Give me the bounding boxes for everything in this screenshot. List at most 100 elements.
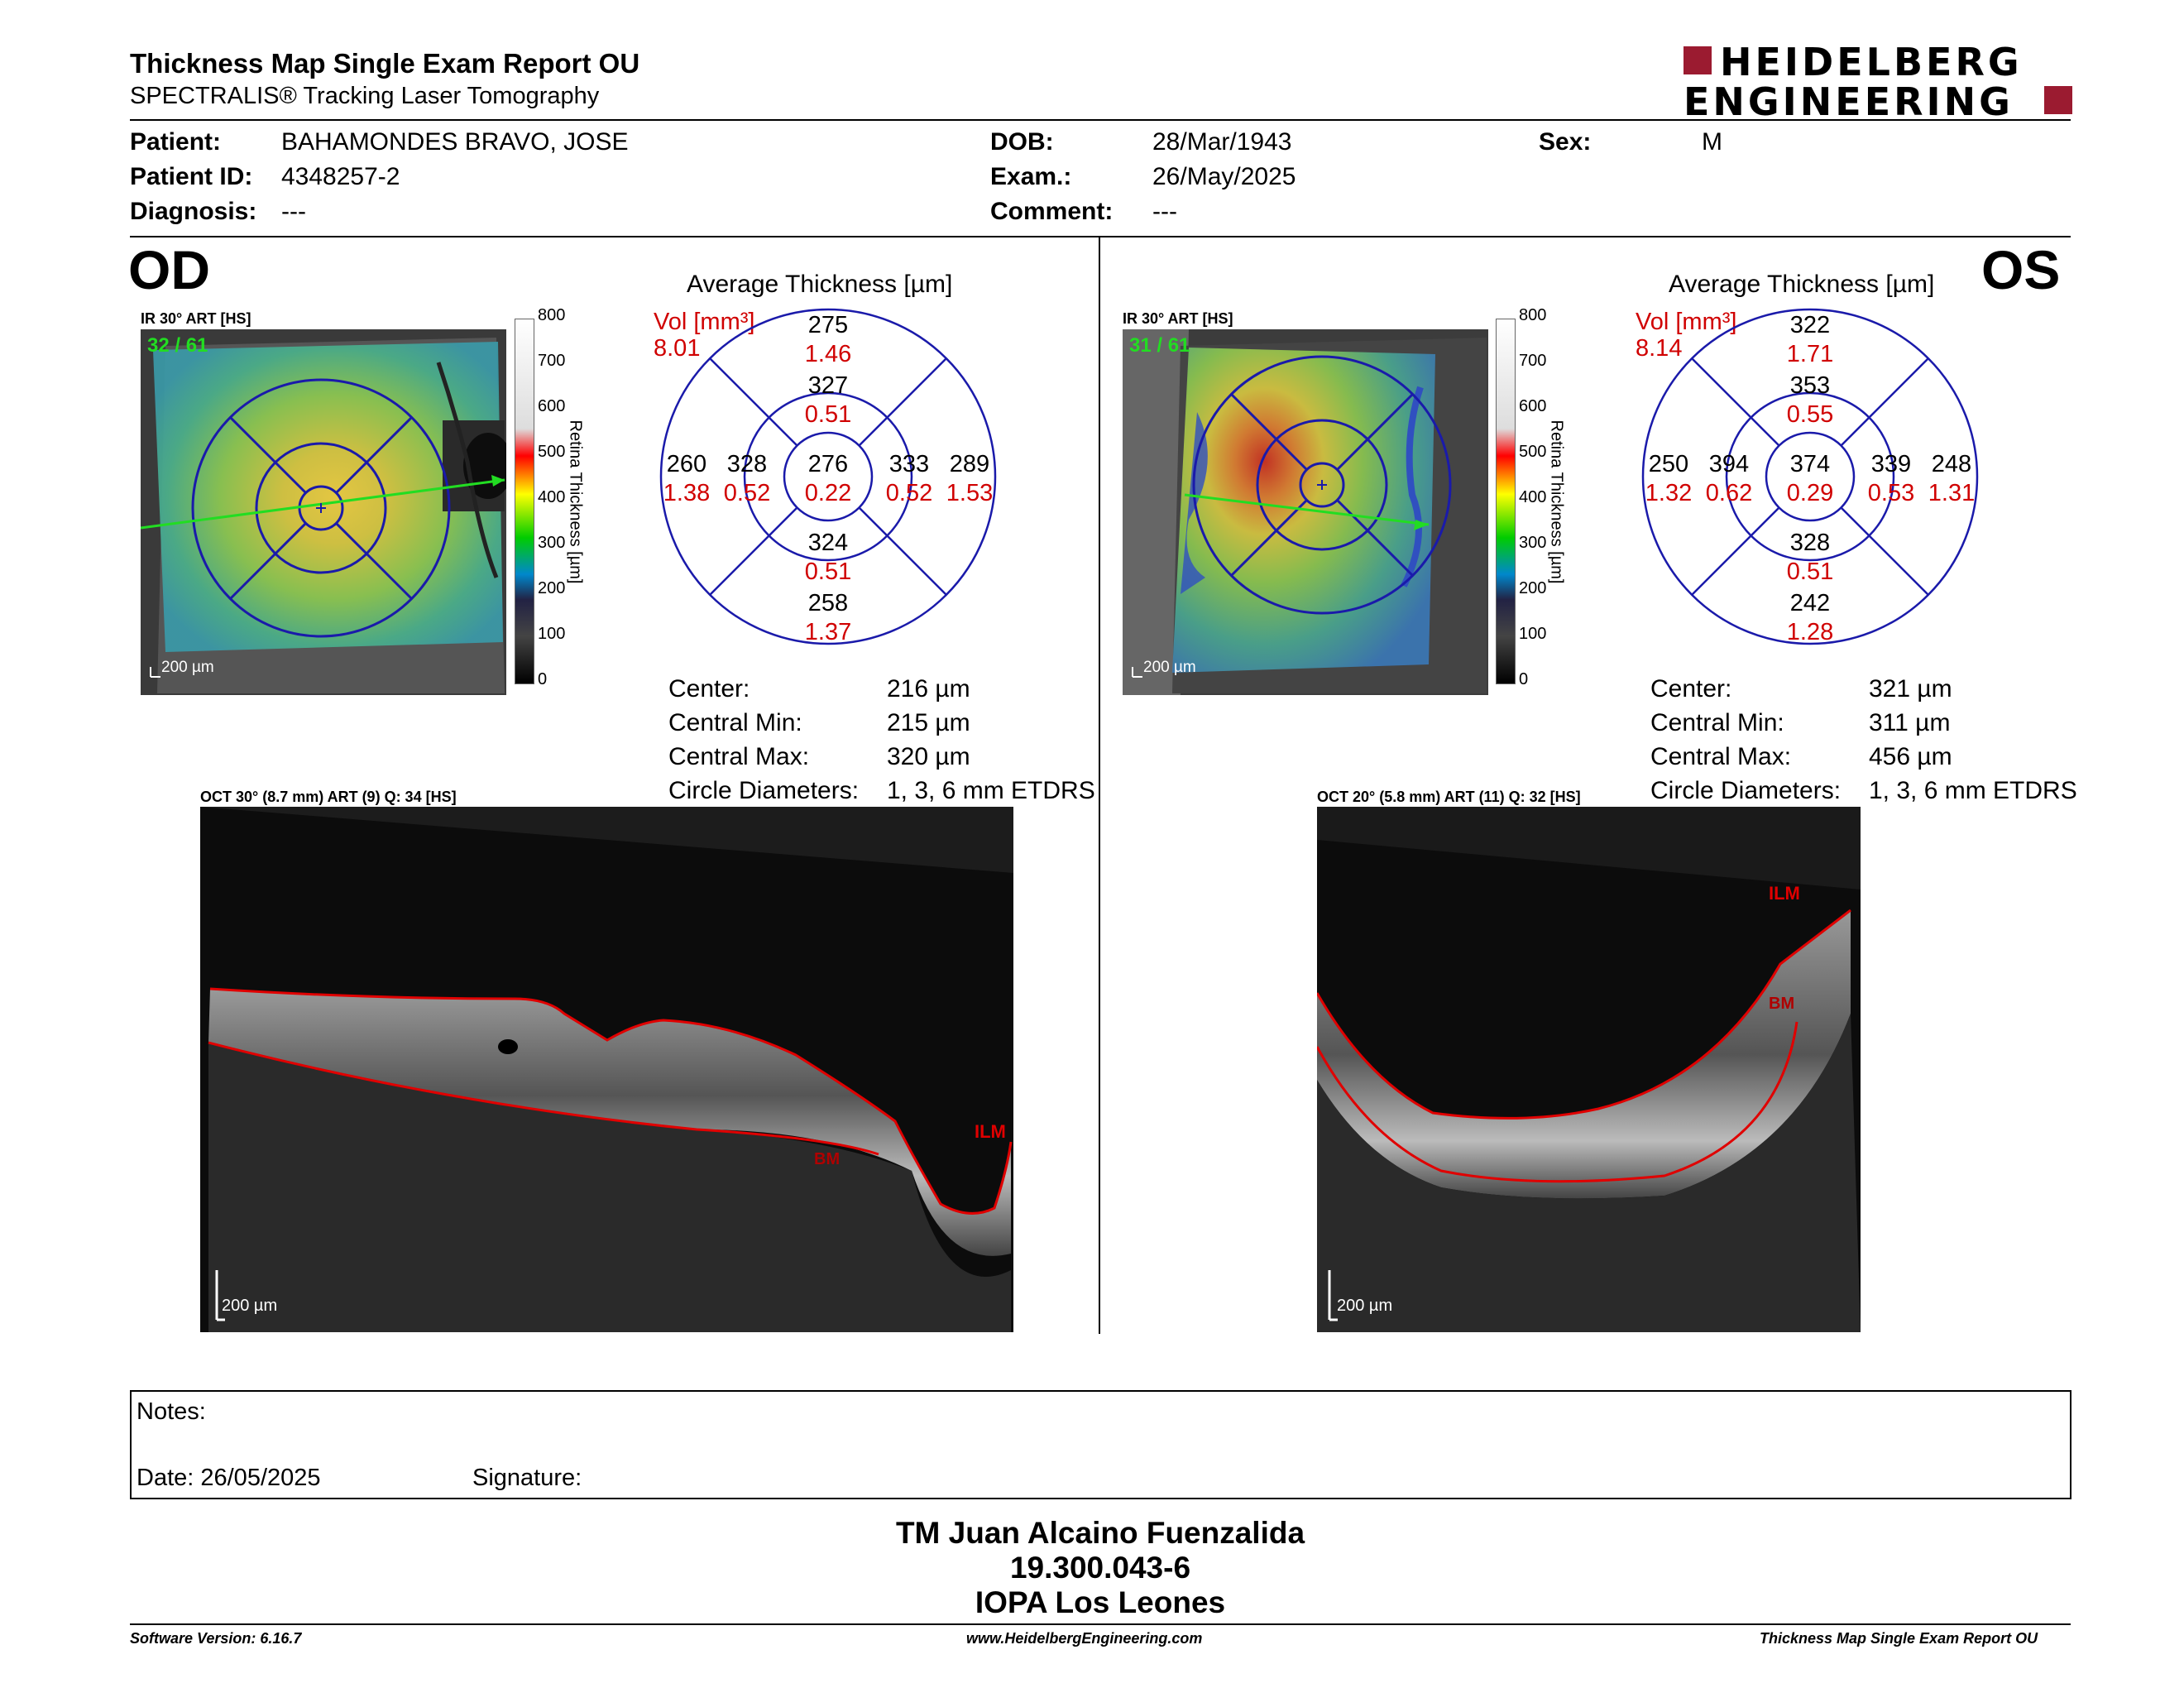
od-center-thick: 276	[807, 451, 849, 477]
heidelberg-logo: HEIDELBERG ENGINEERING	[1684, 40, 2072, 124]
od-outer-inf-thick: 258	[807, 590, 849, 616]
os-outer-left-vol: 1.32	[1645, 480, 1693, 506]
os-ir-caption: IR 30° ART [HS]	[1123, 310, 1233, 327]
signature-org: IOPA Los Leones	[975, 1585, 1226, 1619]
os-oct-scale: 200 µm	[1337, 1297, 1393, 1315]
od-outer-right-vol: 1.53	[946, 480, 994, 506]
sex-value: M	[1702, 128, 1722, 156]
od-inner-right-thick: 333	[888, 451, 930, 477]
os-frame-count: 31 / 61	[1129, 334, 1190, 357]
od-ir-thickness-map	[141, 329, 506, 695]
od-etdrs-grid	[659, 308, 997, 645]
dob-value: 28/Mar/1943	[1152, 128, 1292, 156]
os-sector-values: 322 1.71 353 0.55 250 1.32 394 0.62 374 …	[1640, 306, 1980, 647]
os-inner-right-vol: 0.53	[1867, 480, 1915, 506]
os-outer-inf-vol: 1.28	[1786, 619, 1834, 645]
os-vol-label: Vol [mm³]	[1636, 309, 1737, 335]
od-sector-values: 275 1.46 327 0.51 260 1.38 328 0.52 276 …	[658, 306, 999, 647]
notes-date: Date: 26/05/2025	[136, 1465, 321, 1491]
logo-line2: ENGINEERING	[1684, 79, 2014, 124]
os-stats-values: 321 µm 311 µm 456 µm 1, 3, 6 mm ETDRS	[1869, 675, 2077, 804]
logo-line1: HEIDELBERG	[1720, 40, 2023, 84]
os-colorbar-ticks: 800 700 600 500 400 300 200 100 0	[1519, 306, 1547, 688]
os-colorbar-label: Retina Thickness [µm]	[1547, 420, 1566, 584]
od-outer-inf-vol: 1.37	[804, 619, 852, 645]
os-eye-label: OS	[1981, 239, 2061, 300]
od-outer-left-thick: 260	[666, 451, 707, 477]
footer-report-name: Thickness Map Single Exam Report OU	[1760, 1630, 2038, 1647]
report-subtitle: SPECTRALIS® Tracking Laser Tomography	[130, 83, 600, 109]
os-inner-sup-vol: 0.55	[1786, 401, 1834, 428]
patient-label: Patient:	[130, 128, 222, 156]
sex-label: Sex:	[1539, 128, 1592, 156]
od-inner-left-vol: 0.52	[723, 480, 771, 506]
od-vol-value: 8.01	[654, 335, 701, 362]
os-center-vol: 0.29	[1786, 480, 1834, 506]
od-vol-label: Vol [mm³]	[654, 309, 755, 335]
os-colorbar	[1496, 319, 1516, 684]
od-eye-label: OD	[128, 239, 210, 300]
od-ilm-label: ILM	[975, 1121, 1006, 1142]
comment-label: Comment:	[990, 198, 1114, 225]
software-version: Software Version: 6.16.7	[130, 1630, 302, 1647]
od-outer-sup-vol: 1.46	[804, 341, 852, 367]
patient-name: BAHAMONDES BRAVO, JOSE	[281, 128, 629, 156]
notes-label: Notes:	[136, 1398, 206, 1425]
od-oct-bscan: ILM BM	[200, 807, 1013, 1332]
od-outer-right-thick: 289	[949, 451, 990, 477]
os-inner-sup-thick: 353	[1789, 372, 1831, 399]
os-oct-bscan: ILM BM	[1317, 807, 1861, 1332]
patient-id: 4348257-2	[281, 163, 400, 190]
od-outer-left-vol: 1.38	[663, 480, 711, 506]
od-oct-scale: 200 µm	[222, 1297, 278, 1315]
od-inner-sup-thick: 327	[807, 372, 849, 399]
os-outer-right-vol: 1.31	[1928, 480, 1976, 506]
patient-id-label: Patient ID:	[130, 163, 253, 190]
os-inner-inf-thick: 328	[1789, 530, 1831, 556]
od-colorbar-ticks: 800 700 600 500 400 300 200 100 0	[538, 306, 566, 688]
os-inner-left-vol: 0.62	[1705, 480, 1753, 506]
od-center-vol: 0.22	[804, 480, 852, 506]
website-link[interactable]: www.HeidelbergEngineering.com	[966, 1630, 1203, 1647]
od-outer-sup-thick: 275	[807, 312, 849, 338]
od-bm-label: BM	[814, 1150, 840, 1168]
od-inner-right-vol: 0.52	[885, 480, 933, 506]
notes-box[interactable]: Notes: Date: 26/05/2025 Signature:	[130, 1390, 2071, 1499]
os-outer-inf-thick: 242	[1789, 590, 1831, 616]
os-inner-left-thick: 394	[1708, 451, 1750, 477]
os-ilm-label: ILM	[1769, 883, 1800, 904]
diagnosis-value: ---	[281, 198, 306, 225]
od-inner-inf-thick: 324	[807, 530, 849, 556]
signature-id: 19.300.043-6	[1009, 1551, 1191, 1585]
os-ir-thickness-map	[1123, 329, 1488, 695]
os-outer-sup-thick: 322	[1789, 312, 1831, 338]
od-colorbar-label: Retina Thickness [µm]	[566, 420, 585, 584]
os-center-thick: 374	[1789, 451, 1831, 477]
os-vol-value: 8.14	[1636, 335, 1683, 362]
od-inner-inf-vol: 0.51	[804, 559, 852, 585]
os-ir-scale: 200 µm	[1143, 659, 1196, 676]
od-inner-sup-vol: 0.51	[804, 401, 852, 428]
signature-name: TM Juan Alcaino Fuenzalida	[895, 1516, 1305, 1550]
od-inner-left-thick: 328	[726, 451, 768, 477]
od-colorbar	[515, 319, 534, 684]
od-stats-labels: Center: Central Min: Central Max: Circle…	[668, 675, 860, 804]
od-ir-scale: 200 µm	[161, 659, 214, 676]
od-oct-caption: OCT 30° (8.7 mm) ART (9) Q: 34 [HS]	[200, 789, 457, 805]
os-stats-labels: Center: Central Min: Central Max: Circle…	[1650, 675, 1842, 804]
os-oct-caption: OCT 20° (5.8 mm) ART (11) Q: 32 [HS]	[1317, 789, 1581, 805]
os-etdrs-grid	[1641, 308, 1979, 645]
od-ir-caption: IR 30° ART [HS]	[141, 310, 251, 327]
diagnosis-label: Diagnosis:	[130, 198, 257, 225]
os-bm-label: BM	[1769, 995, 1794, 1013]
exam-value: 26/May/2025	[1152, 163, 1296, 190]
od-frame-count: 32 / 61	[147, 334, 208, 357]
report-title: Thickness Map Single Exam Report OU	[130, 48, 640, 79]
od-stats-values: 216 µm 215 µm 320 µm 1, 3, 6 mm ETDRS	[887, 675, 1095, 804]
os-outer-left-thick: 250	[1648, 451, 1689, 477]
comment-value: ---	[1152, 198, 1177, 225]
os-outer-sup-vol: 1.71	[1786, 341, 1834, 367]
os-avg-title: Average Thickness [µm]	[1669, 271, 1935, 298]
notes-signature-label: Signature:	[472, 1465, 582, 1491]
dob-label: DOB:	[990, 128, 1054, 156]
